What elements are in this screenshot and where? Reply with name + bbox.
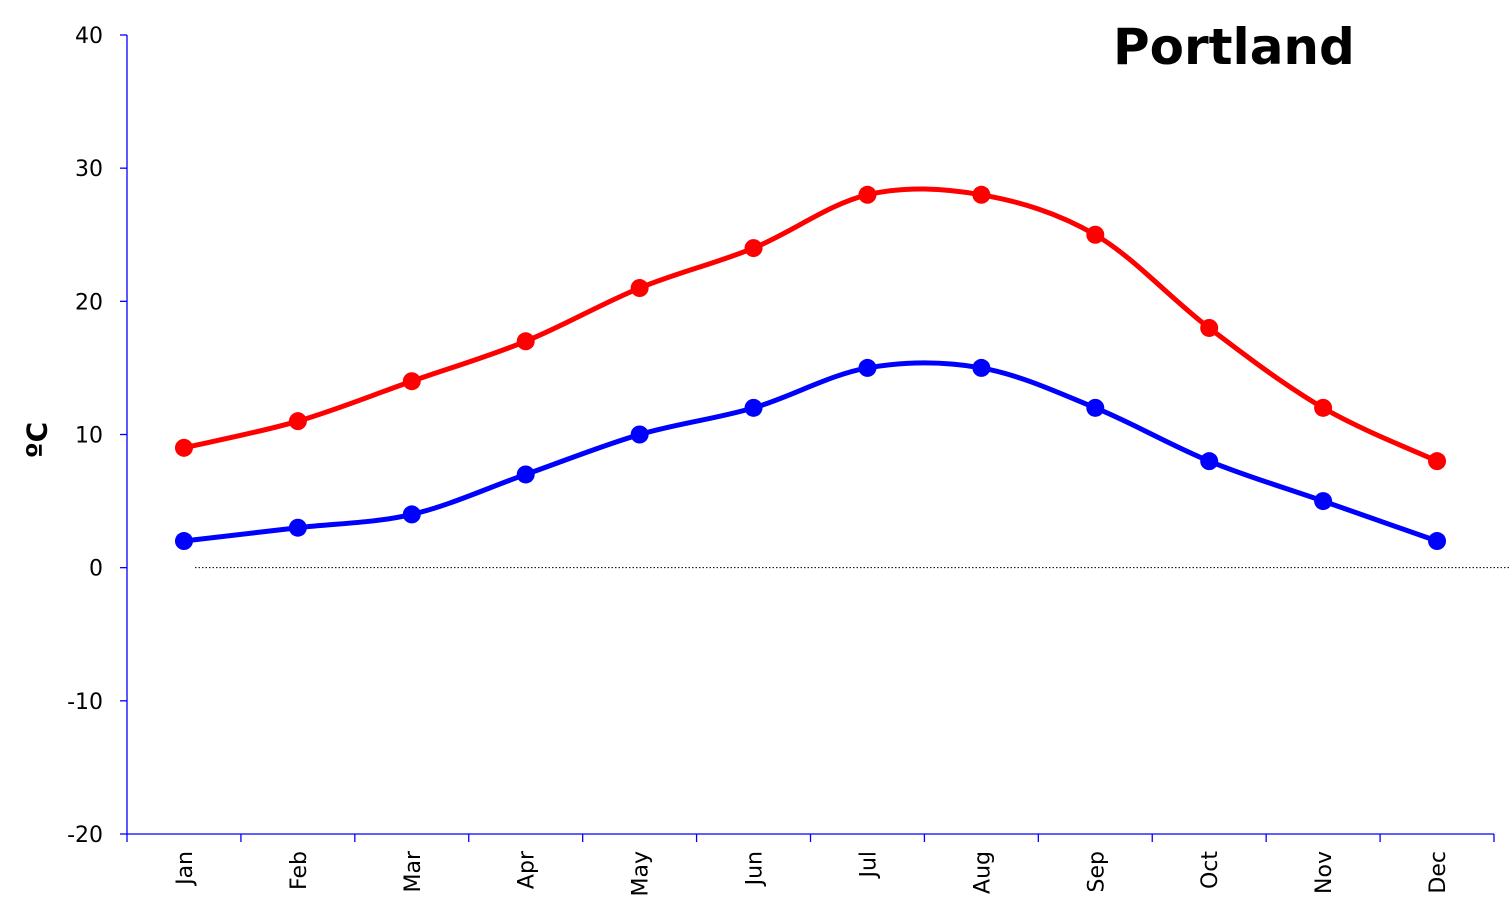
chart-title: Portland <box>1113 18 1355 76</box>
y-tick-label: 40 <box>75 24 103 49</box>
data-point <box>630 279 649 298</box>
y-tick-label: 30 <box>75 157 103 182</box>
data-point <box>630 425 649 444</box>
data-point <box>1314 398 1333 417</box>
series-0 <box>174 185 1447 471</box>
x-tick-label: Jul <box>856 851 881 880</box>
series-line <box>183 186 1439 464</box>
series-group <box>174 185 1447 551</box>
data-point <box>858 358 877 377</box>
data-point <box>1314 492 1333 511</box>
y-tick-label: 0 <box>89 557 103 582</box>
x-tick-label: Oct <box>1198 851 1223 889</box>
y-tick-label: 20 <box>75 290 103 315</box>
data-point <box>516 332 535 351</box>
x-axis-ticks: Jan Feb Mar Apr May Jun Jul Aug Sep Oct Nov Dec <box>126 834 1495 896</box>
x-tick-label: Jun <box>743 851 768 887</box>
x-tick-label: Feb <box>287 851 312 890</box>
data-point <box>858 185 877 204</box>
data-point <box>1428 532 1447 551</box>
series-1 <box>174 358 1447 551</box>
data-point <box>174 532 193 551</box>
x-tick-label: Dec <box>1426 851 1451 894</box>
data-point <box>744 239 763 258</box>
x-tick-label: Nov <box>1312 851 1337 894</box>
data-point <box>1200 318 1219 337</box>
series-line <box>183 360 1438 544</box>
data-point <box>288 518 307 537</box>
x-tick-label: Sep <box>1084 851 1109 892</box>
data-point <box>1428 452 1447 471</box>
y-tick-label: -20 <box>67 823 103 848</box>
data-point <box>972 358 991 377</box>
data-point <box>402 372 421 391</box>
data-point <box>972 185 991 204</box>
data-point <box>288 412 307 431</box>
data-point <box>744 398 763 417</box>
x-tick-label: Apr <box>515 850 540 889</box>
y-tick-label: 10 <box>75 424 103 449</box>
y-tick-label: -10 <box>67 690 103 715</box>
data-point <box>1200 452 1219 471</box>
x-tick-label: Jan <box>173 851 198 887</box>
data-point <box>516 465 535 484</box>
data-point <box>174 438 193 457</box>
x-tick-label: Mar <box>401 850 426 892</box>
x-tick-label: Aug <box>970 851 995 894</box>
x-tick-label: May <box>629 851 654 896</box>
data-point <box>1086 398 1105 417</box>
axes <box>126 35 1494 835</box>
data-point <box>1086 225 1105 244</box>
y-axis-ticks: 40 30 20 10 0 -10 -20 <box>67 24 127 848</box>
data-point <box>402 505 421 524</box>
